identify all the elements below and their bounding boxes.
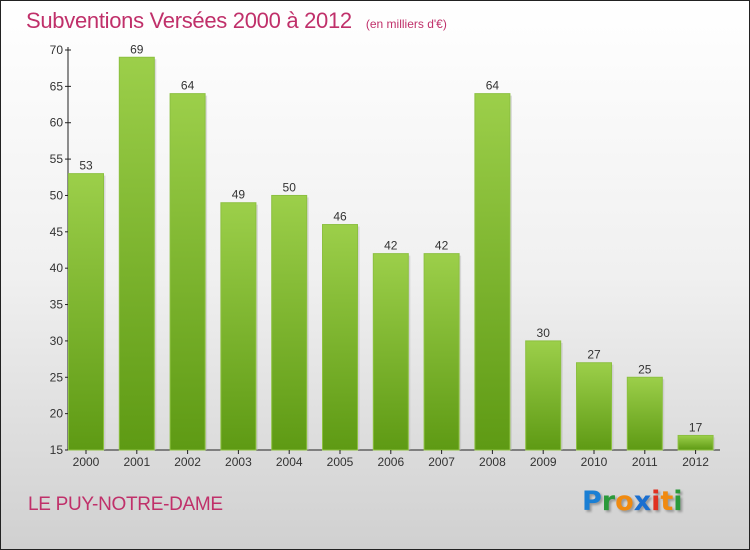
x-tick-label: 2002: [174, 455, 201, 469]
y-tick-label: 70: [50, 43, 64, 57]
x-tick-label: 2012: [682, 455, 709, 469]
x-tick-label: 2010: [581, 455, 608, 469]
y-tick-label: 60: [50, 116, 64, 130]
x-tick-label: 2011: [632, 455, 658, 469]
y-tick-label: 15: [50, 443, 64, 457]
proxiti-logo[interactable]: Proxiti: [582, 486, 683, 517]
x-tick-label: 2007: [428, 455, 455, 469]
x-tick-label: 2009: [530, 455, 557, 469]
data-label-2001: 69: [130, 42, 144, 56]
data-label-2004: 50: [283, 180, 297, 194]
data-label-2003: 49: [232, 188, 246, 202]
y-tick-label: 35: [50, 298, 64, 312]
data-label-2012: 17: [689, 420, 703, 434]
y-tick-label: 55: [50, 152, 64, 166]
bar-2008: [474, 93, 511, 451]
y-tick-label: 20: [50, 407, 64, 421]
x-tick-label: 2006: [377, 455, 404, 469]
data-label-2000: 53: [79, 159, 93, 173]
y-tick-label: 25: [50, 370, 64, 384]
bar-2006: [372, 253, 409, 451]
data-label-2011: 25: [638, 362, 652, 376]
x-tick-label: 2000: [73, 455, 100, 469]
y-tick-label: 40: [50, 261, 64, 275]
y-tick-label: 65: [50, 79, 64, 93]
y-tick-label: 50: [50, 188, 64, 202]
bar-2003: [220, 202, 257, 451]
bar-2009: [525, 340, 562, 451]
commune-name: LE PUY-NOTRE-DAME: [28, 494, 223, 515]
bar-2002: [169, 93, 206, 451]
bar-2000: [68, 173, 104, 451]
chart-title: Subventions Versées 2000 à 2012: [26, 8, 352, 33]
bar-2011: [626, 376, 663, 451]
data-label-2009: 30: [537, 326, 551, 340]
data-label-2007: 42: [435, 239, 449, 253]
bar-2012: [677, 434, 714, 451]
data-label-2002: 64: [181, 79, 195, 93]
y-tick-label: 30: [50, 334, 64, 348]
x-tick-label: 2004: [276, 455, 303, 469]
bar-2001: [118, 56, 155, 451]
chart-header: Subventions Versées 2000 à 2012 (en mill…: [26, 8, 447, 34]
data-label-2010: 27: [587, 348, 601, 362]
bar-2007: [423, 253, 460, 451]
data-label-2006: 42: [384, 239, 398, 253]
x-tick-label: 2003: [225, 455, 252, 469]
x-tick-label: 2008: [479, 455, 506, 469]
bar-2005: [322, 224, 358, 451]
x-tick-label: 2005: [327, 455, 354, 469]
x-tick-label: 2001: [123, 455, 150, 469]
data-label-2008: 64: [486, 79, 500, 93]
bar-2010: [576, 362, 612, 451]
chart-unit: (en milliers d'€): [365, 17, 447, 31]
y-tick-label: 45: [50, 225, 64, 239]
data-label-2005: 46: [333, 210, 347, 224]
bar-2004: [271, 194, 308, 451]
